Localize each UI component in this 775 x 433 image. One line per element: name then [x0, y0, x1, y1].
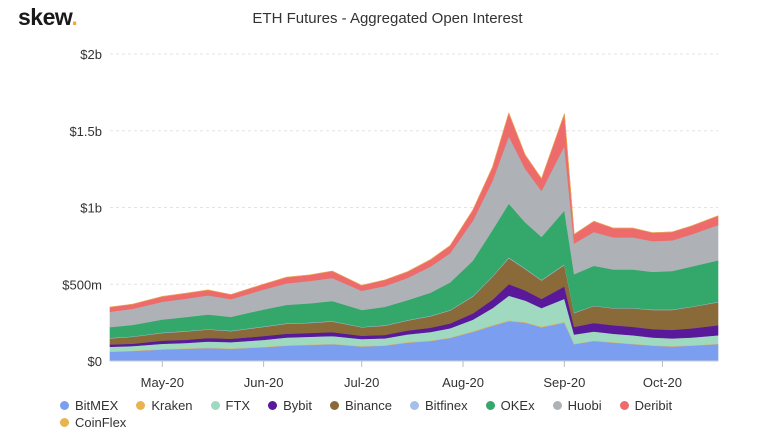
legend-swatch-icon: [485, 401, 495, 410]
y-tick-label: $2b: [80, 47, 102, 62]
legend-item-huobi[interactable]: Huobi: [552, 397, 602, 414]
legend-label: BitMEX: [75, 398, 119, 413]
legend-swatch-icon: [60, 401, 69, 410]
legend-label: CoinFlex: [75, 415, 127, 430]
legend-label: OKEx: [500, 398, 535, 413]
x-tick-label: May-20: [141, 375, 184, 390]
legend-label: Kraken: [151, 398, 193, 413]
x-tick-label: Jun-20: [244, 375, 284, 390]
legend-label: Huobi: [567, 398, 602, 413]
stacked-areas: [109, 112, 719, 362]
y-tick-label: $500m: [62, 277, 102, 292]
legend-item-coinflex[interactable]: CoinFlex: [60, 414, 126, 431]
legend-item-bitmex[interactable]: BitMEX: [60, 397, 118, 414]
legend-swatch-icon: [136, 401, 146, 410]
legend-item-deribit[interactable]: Deribit: [619, 397, 673, 414]
legend-swatch-icon: [268, 401, 278, 410]
x-tick-label: Aug-20: [442, 375, 484, 390]
legend-label: Deribit: [634, 398, 673, 413]
legend-item-kraken[interactable]: Kraken: [136, 397, 193, 414]
x-tick-label: Sep-20: [543, 375, 585, 390]
legend-label: FTX: [225, 398, 251, 413]
legend-label: Bybit: [283, 398, 313, 413]
legend-swatch-icon: [60, 418, 69, 427]
legend-swatch-icon: [619, 401, 629, 410]
legend-item-bitfinex[interactable]: Bitfinex: [410, 397, 468, 414]
legend-swatch-icon: [552, 401, 562, 410]
legend-swatch-icon: [410, 401, 419, 410]
y-tick-label: $1b: [80, 201, 102, 216]
legend-item-okex[interactable]: OKEx: [485, 397, 535, 414]
legend-item-ftx[interactable]: FTX: [210, 397, 251, 414]
legend-label: Binance: [345, 398, 392, 413]
legend-label: Bitfinex: [425, 398, 468, 413]
legend-swatch-icon: [330, 401, 340, 410]
legend-swatch-icon: [210, 401, 220, 410]
legend-item-binance[interactable]: Binance: [330, 397, 392, 414]
legend-item-bybit[interactable]: Bybit: [268, 397, 312, 414]
area-coinflex: [109, 112, 719, 308]
skew-logo: skew.: [18, 4, 78, 30]
x-tick-label: Oct-20: [643, 375, 682, 390]
x-tick-label: Jul-20: [344, 375, 379, 390]
chart-legend: BitMEX Kraken FTX Bybit Binance Bitfinex OKEx H…: [60, 397, 760, 431]
y-tick-label: $0: [88, 354, 102, 369]
axes: $0 $500m $1b $1.5b $2b May-20 Jun-20 Jul-20 Aug-…: [62, 47, 718, 390]
y-tick-label: $1.5b: [69, 124, 102, 139]
chart-title: ETH Futures - Aggregated Open Interest: [252, 10, 523, 27]
